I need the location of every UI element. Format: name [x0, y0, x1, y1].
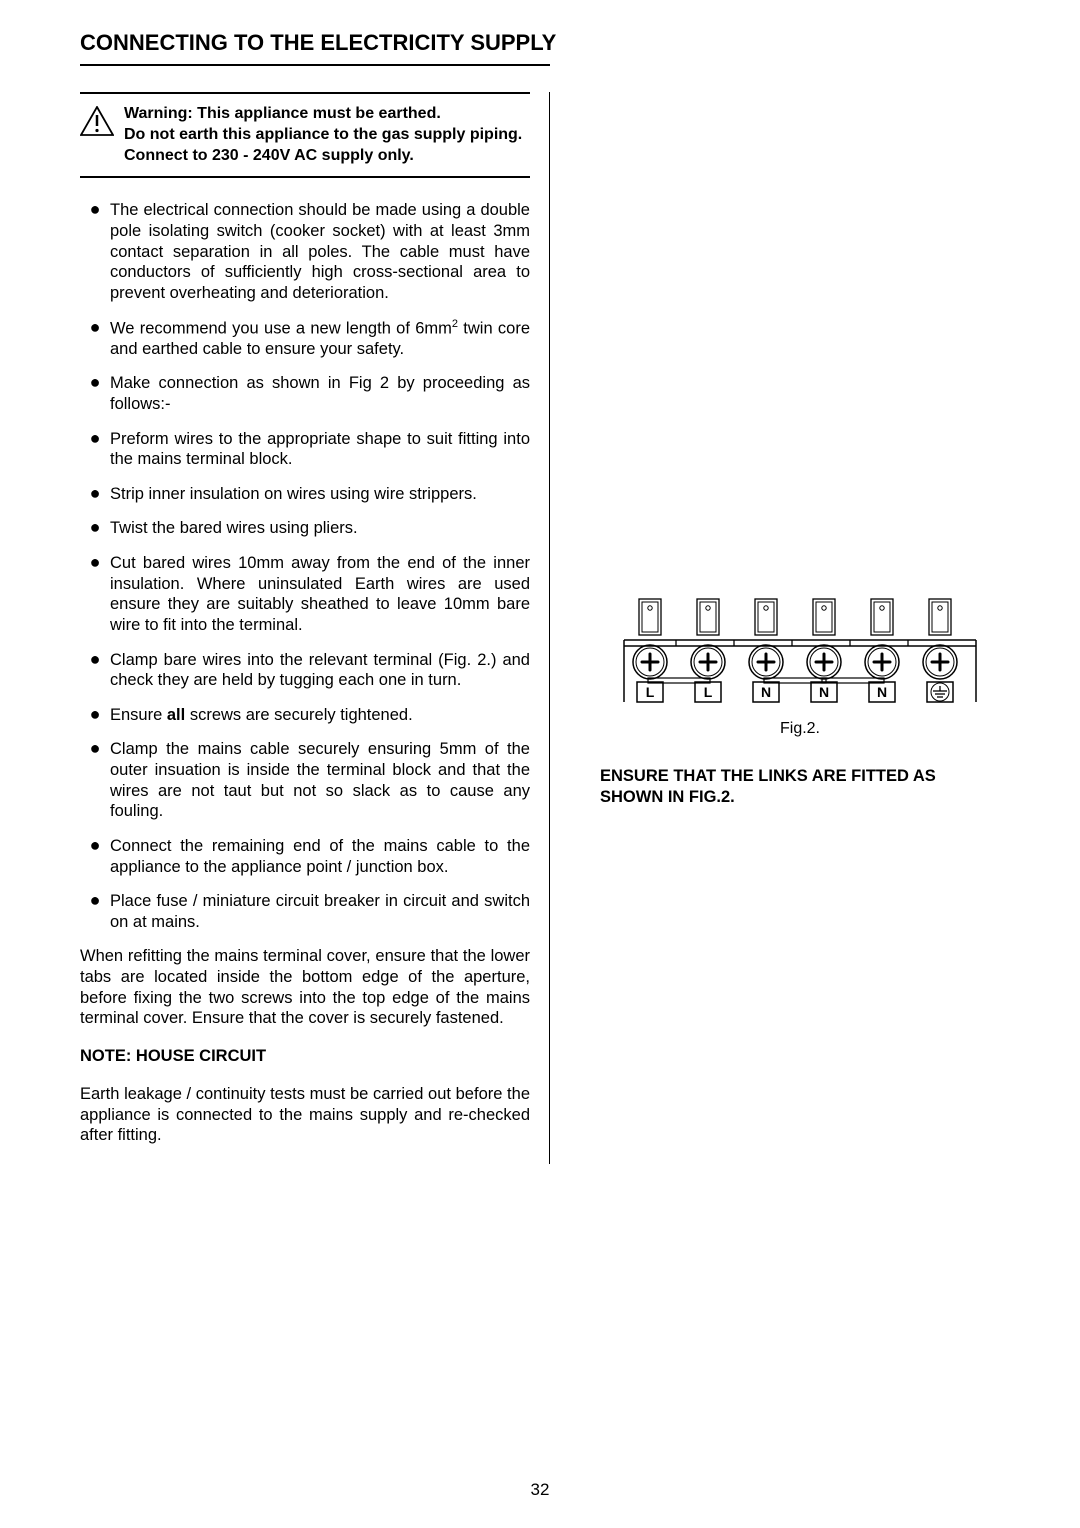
instructions-list: ●The electrical connection should be mad…: [80, 200, 530, 932]
list-item-text: Connect the remaining end of the mains c…: [110, 836, 530, 877]
list-item: ●Ensure all screws are securely tightene…: [80, 705, 530, 726]
bullet-icon: ●: [80, 650, 110, 668]
page-number: 32: [0, 1480, 1080, 1500]
list-item: ●Preform wires to the appropriate shape …: [80, 429, 530, 470]
warning-line1: Warning: This appliance must be earthed.: [124, 104, 522, 125]
svg-text:L: L: [704, 684, 713, 700]
bullet-icon: ●: [80, 318, 110, 336]
page-title: CONNECTING TO THE ELECTRICITY SUPPLY: [80, 30, 1000, 56]
bullet-icon: ●: [80, 739, 110, 757]
bullet-icon: ●: [80, 373, 110, 391]
svg-text:L: L: [646, 684, 655, 700]
terminal-block-diagram: LLNNN: [620, 592, 980, 712]
bullet-icon: ●: [80, 429, 110, 447]
list-item-text: Cut bared wires 10mm away from the end o…: [110, 553, 530, 636]
list-item-text: The electrical connection should be made…: [110, 200, 530, 303]
note-heading: NOTE: HOUSE CIRCUIT: [80, 1047, 529, 1066]
warning-icon: [80, 106, 114, 136]
refitting-paragraph: When refitting the mains terminal cover,…: [80, 946, 530, 1029]
svg-text:N: N: [877, 684, 887, 700]
list-item: ●We recommend you use a new length of 6m…: [80, 318, 530, 360]
list-item-text: Twist the bared wires using pliers.: [110, 518, 530, 539]
warning-text: Warning: This appliance must be earthed.…: [124, 104, 522, 166]
bullet-icon: ●: [80, 200, 110, 218]
left-column: Warning: This appliance must be earthed.…: [80, 92, 550, 1164]
bullet-icon: ●: [80, 518, 110, 536]
list-item: ●Clamp the mains cable securely ensuring…: [80, 739, 530, 822]
list-item: ●Clamp bare wires into the relevant term…: [80, 650, 530, 691]
list-item: ●Connect the remaining end of the mains …: [80, 836, 530, 877]
list-item: ●Strip inner insulation on wires using w…: [80, 484, 530, 505]
warning-line2: Do not earth this appliance to the gas s…: [124, 125, 522, 146]
list-item-text: Place fuse / miniature circuit breaker i…: [110, 891, 530, 932]
bullet-icon: ●: [80, 891, 110, 909]
content-columns: Warning: This appliance must be earthed.…: [80, 92, 1000, 1164]
list-item: ●Cut bared wires 10mm away from the end …: [80, 553, 530, 636]
list-item-text: Clamp the mains cable securely ensuring …: [110, 739, 530, 822]
warning-box: Warning: This appliance must be earthed.…: [80, 92, 530, 178]
list-item: ●The electrical connection should be mad…: [80, 200, 530, 303]
list-item-text: We recommend you use a new length of 6mm…: [110, 318, 530, 360]
svg-text:N: N: [819, 684, 829, 700]
list-item-text: Ensure all screws are securely tightened…: [110, 705, 530, 726]
list-item-text: Clamp bare wires into the relevant termi…: [110, 650, 530, 691]
figure-caption: Fig.2.: [600, 720, 1000, 738]
ensure-text: ENSURE THAT THE LINKS ARE FITTED AS SHOW…: [600, 766, 1000, 807]
list-item: ●Place fuse / miniature circuit breaker …: [80, 891, 530, 932]
warning-line3: Connect to 230 - 240V AC supply only.: [124, 146, 522, 167]
svg-text:N: N: [761, 684, 771, 700]
bullet-icon: ●: [80, 705, 110, 723]
list-item-text: Preform wires to the appropriate shape t…: [110, 429, 530, 470]
list-item: ●Twist the bared wires using pliers.: [80, 518, 530, 539]
bullet-icon: ●: [80, 484, 110, 502]
bullet-icon: ●: [80, 553, 110, 571]
list-item-text: Make connection as shown in Fig 2 by pro…: [110, 373, 530, 414]
note-paragraph: Earth leakage / continuity tests must be…: [80, 1084, 530, 1146]
list-item: ●Make connection as shown in Fig 2 by pr…: [80, 373, 530, 414]
right-column: L L N N N Fig.2. ENSURE THAT THE LINKS ARE F…: [550, 92, 1000, 1164]
list-item-text: Strip inner insulation on wires using wi…: [110, 484, 530, 505]
title-underline: [80, 64, 550, 66]
bullet-icon: ●: [80, 836, 110, 854]
